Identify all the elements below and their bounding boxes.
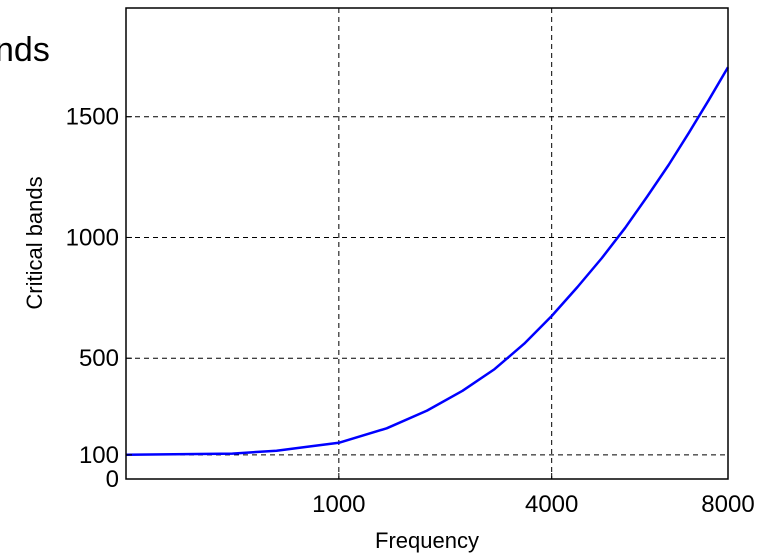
y-tick-label: 500 bbox=[79, 345, 119, 372]
y-axis-label: Critical bands bbox=[22, 176, 47, 309]
x-tick-label: 1000 bbox=[312, 491, 365, 518]
x-tick-labels: 1000 4000 8000 bbox=[312, 491, 755, 518]
x-tick-label: 4000 bbox=[525, 491, 578, 518]
y-tick-label: 0 bbox=[106, 466, 119, 493]
x-tick-label: 8000 bbox=[701, 491, 754, 518]
y-tick-label: 1000 bbox=[66, 224, 119, 251]
series-line bbox=[125, 66, 730, 457]
y-tick-label: 1500 bbox=[66, 104, 119, 131]
plot-frame bbox=[125, 7, 729, 480]
y-tick-label: 100 bbox=[79, 442, 119, 469]
plot-background bbox=[126, 8, 728, 479]
series-group bbox=[125, 66, 730, 457]
tick-marks bbox=[126, 116, 729, 480]
x-axis-label: Frequency bbox=[375, 528, 479, 553]
chart-title: nds bbox=[0, 31, 50, 69]
